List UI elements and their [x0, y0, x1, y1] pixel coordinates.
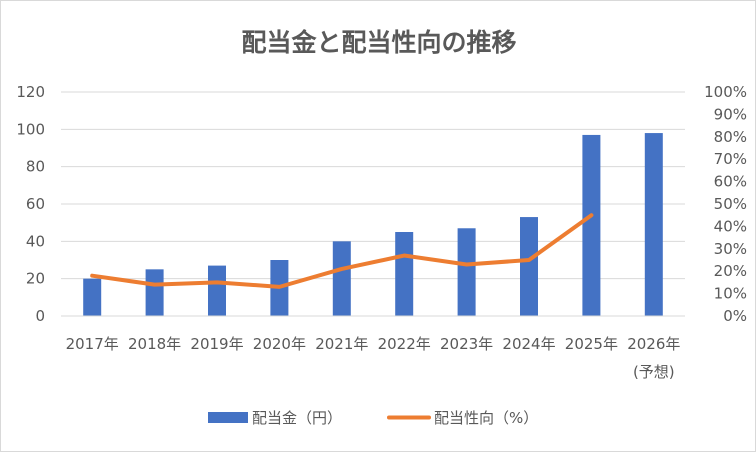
bar [457, 228, 476, 316]
bar [520, 217, 538, 316]
bar-series [83, 133, 663, 316]
bar [208, 265, 226, 316]
category-label: 2025年 [565, 335, 618, 353]
legend-label-line: 配当性向（%） [434, 409, 538, 427]
line-path [90, 213, 594, 289]
bar [332, 241, 351, 316]
left-tick-label: 40 [26, 232, 45, 250]
category-label: 2017年 [66, 335, 119, 353]
right-tick-label: 50% [714, 195, 747, 213]
category-label: (予想) [633, 363, 675, 381]
right-tick-label: 70% [714, 150, 747, 168]
right-axis: 0% 10% 20% 30% 40% 50% 60% 70% 80% 90% 100% [704, 83, 747, 325]
bar [83, 278, 102, 316]
category-label: 2018年 [128, 335, 181, 353]
right-tick-label: 20% [714, 262, 747, 280]
right-tick-label: 80% [714, 128, 747, 146]
x-axis: 2017年 2018年 2019年 2020年 2021年 2022年 2023年 2024年… [61, 315, 685, 381]
right-tick-label: 40% [714, 217, 747, 235]
right-tick-label: 100% [704, 83, 747, 101]
category-label: 2022年 [378, 335, 431, 353]
legend-swatch-bar [208, 412, 248, 423]
gridlines [61, 91, 685, 317]
left-tick-label: 100 [16, 120, 45, 138]
category-label: 2020年 [253, 335, 306, 353]
category-label: 2021年 [315, 335, 368, 353]
left-tick-label: 120 [16, 83, 45, 101]
legend: 配当金（円） 配当性向（%） [208, 409, 538, 427]
right-tick-label: 0% [723, 307, 747, 325]
left-tick-label: 80 [26, 158, 45, 176]
line-series [90, 213, 594, 289]
chart-title: 配当金と配当性向の推移 [241, 28, 516, 57]
bar [582, 134, 601, 316]
right-tick-label: 90% [714, 105, 747, 123]
category-label: 2024年 [502, 335, 555, 353]
right-tick-label: 30% [714, 240, 747, 258]
left-tick-label: 60 [26, 195, 45, 213]
right-tick-label: 60% [714, 173, 747, 191]
bar [395, 232, 414, 316]
legend-label-bar: 配当金（円） [252, 409, 342, 427]
bar [644, 133, 663, 316]
category-label: 2026年 [627, 335, 680, 353]
left-axis: 0 20 40 60 80 100 120 [16, 83, 45, 325]
right-tick-label: 10% [714, 285, 747, 303]
category-label: 2019年 [190, 335, 243, 353]
bar [145, 269, 164, 316]
left-tick-label: 20 [26, 270, 45, 288]
left-tick-label: 0 [35, 307, 45, 325]
category-label: 2023年 [440, 335, 493, 353]
